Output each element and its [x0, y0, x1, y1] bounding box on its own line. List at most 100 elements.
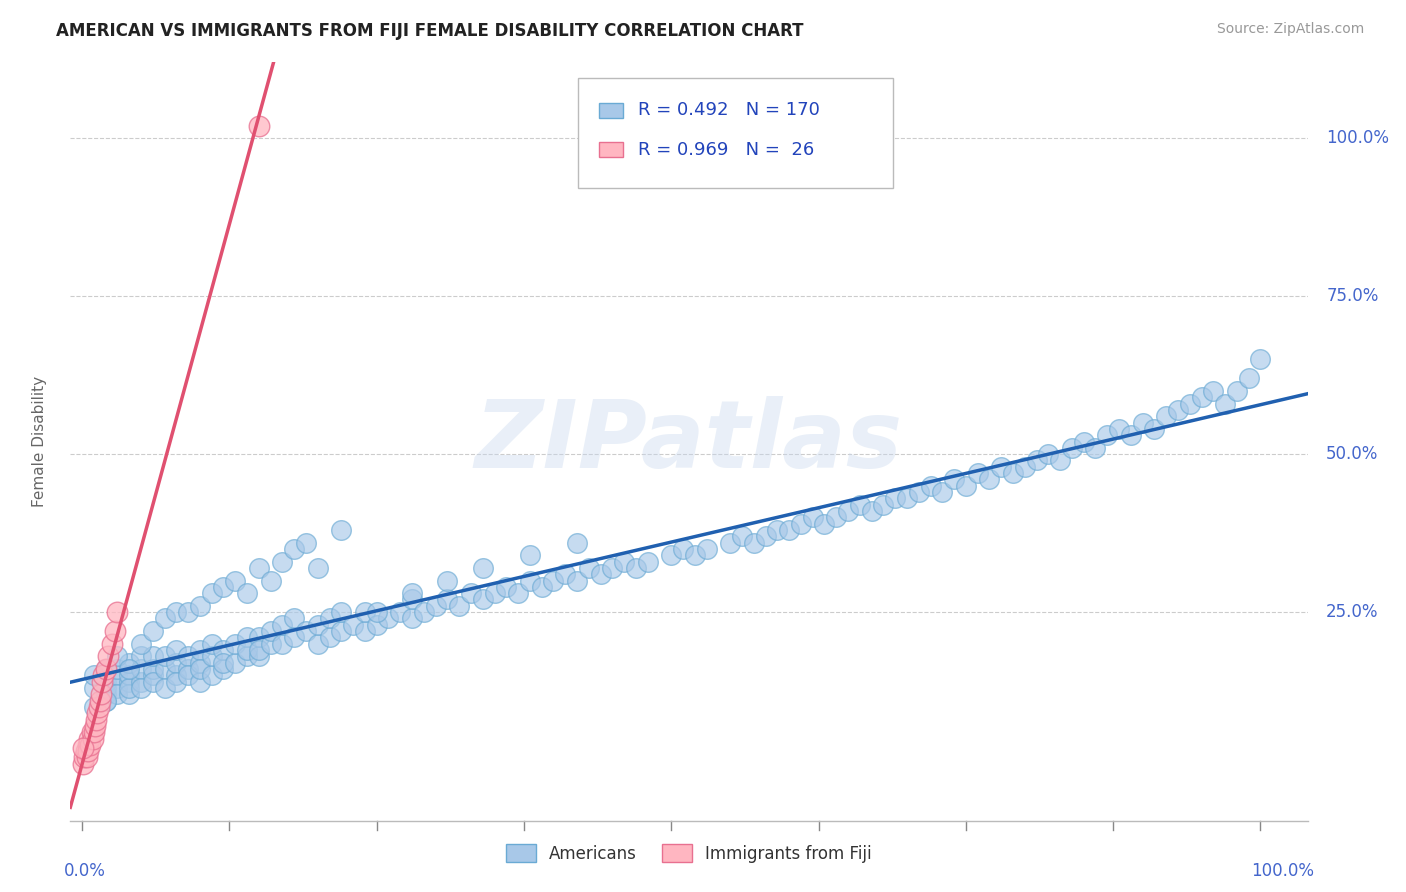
Text: 100.0%: 100.0% — [1251, 863, 1313, 880]
Point — [129, 681, 152, 695]
Point — [188, 643, 211, 657]
Point — [118, 687, 141, 701]
Point — [307, 637, 329, 651]
Point — [86, 706, 108, 721]
Point — [84, 719, 107, 733]
Point — [259, 637, 281, 651]
Point — [354, 605, 377, 619]
Point — [177, 662, 200, 676]
Point — [436, 592, 458, 607]
Point — [177, 649, 200, 664]
Text: AMERICAN VS IMMIGRANTS FROM FIJI FEMALE DISABILITY CORRELATION CHART: AMERICAN VS IMMIGRANTS FROM FIJI FEMALE … — [56, 22, 804, 40]
Point — [460, 586, 482, 600]
Point — [77, 744, 100, 758]
Point — [931, 485, 953, 500]
Point — [602, 561, 624, 575]
Point — [506, 586, 529, 600]
Point — [188, 662, 211, 676]
Point — [979, 473, 1001, 487]
Point — [236, 649, 259, 664]
Point — [1084, 441, 1107, 455]
Point — [1049, 453, 1071, 467]
Point — [94, 681, 117, 695]
Point — [790, 516, 813, 531]
Point — [212, 662, 235, 676]
Point — [401, 592, 423, 607]
Point — [201, 637, 224, 651]
Point — [94, 693, 117, 707]
Point — [107, 662, 129, 676]
Point — [731, 529, 754, 543]
Point — [107, 681, 129, 695]
Point — [283, 631, 305, 645]
Point — [224, 574, 246, 588]
Point — [990, 459, 1012, 474]
Point — [91, 668, 114, 682]
Point — [129, 674, 152, 689]
Point — [283, 611, 305, 625]
Point — [165, 656, 187, 670]
Point — [860, 504, 883, 518]
Point — [247, 561, 270, 575]
Point — [118, 674, 141, 689]
Point — [84, 713, 107, 727]
Point — [1154, 409, 1177, 424]
Point — [177, 605, 200, 619]
Point — [1132, 416, 1154, 430]
Point — [236, 586, 259, 600]
Point — [129, 649, 152, 664]
Point — [72, 756, 94, 771]
Point — [801, 510, 824, 524]
Point — [247, 631, 270, 645]
Point — [129, 637, 152, 651]
Point — [87, 699, 110, 714]
Point — [1014, 459, 1036, 474]
Point — [330, 523, 353, 537]
Point — [153, 681, 176, 695]
Point — [966, 466, 988, 480]
Point — [82, 731, 104, 746]
Point — [212, 656, 235, 670]
Point — [247, 649, 270, 664]
Text: 75.0%: 75.0% — [1326, 287, 1378, 305]
Point — [90, 687, 112, 701]
Point — [1237, 371, 1260, 385]
Point — [530, 580, 553, 594]
Point — [118, 681, 141, 695]
Point — [118, 662, 141, 676]
Point — [73, 750, 96, 764]
Point — [94, 662, 117, 676]
Point — [1108, 422, 1130, 436]
Point — [295, 624, 318, 639]
Point — [401, 611, 423, 625]
Point — [224, 656, 246, 670]
Point — [83, 668, 105, 682]
Point — [1178, 396, 1201, 410]
Point — [696, 541, 718, 556]
Point — [884, 491, 907, 506]
Point — [91, 674, 114, 689]
Point — [377, 611, 399, 625]
Point — [80, 725, 103, 739]
Point — [659, 548, 682, 563]
Point — [1213, 396, 1236, 410]
Point — [75, 744, 97, 758]
Point — [165, 674, 187, 689]
Point — [425, 599, 447, 613]
Point — [94, 693, 117, 707]
Point — [330, 624, 353, 639]
Point — [236, 643, 259, 657]
Point — [401, 586, 423, 600]
Text: 50.0%: 50.0% — [1326, 445, 1378, 463]
Point — [1060, 441, 1083, 455]
Point — [624, 561, 647, 575]
Point — [77, 738, 100, 752]
Point — [330, 605, 353, 619]
Point — [104, 624, 127, 639]
Point — [318, 611, 340, 625]
Point — [637, 555, 659, 569]
Point — [118, 668, 141, 682]
Point — [107, 687, 129, 701]
Point — [165, 605, 187, 619]
Point — [89, 693, 111, 707]
